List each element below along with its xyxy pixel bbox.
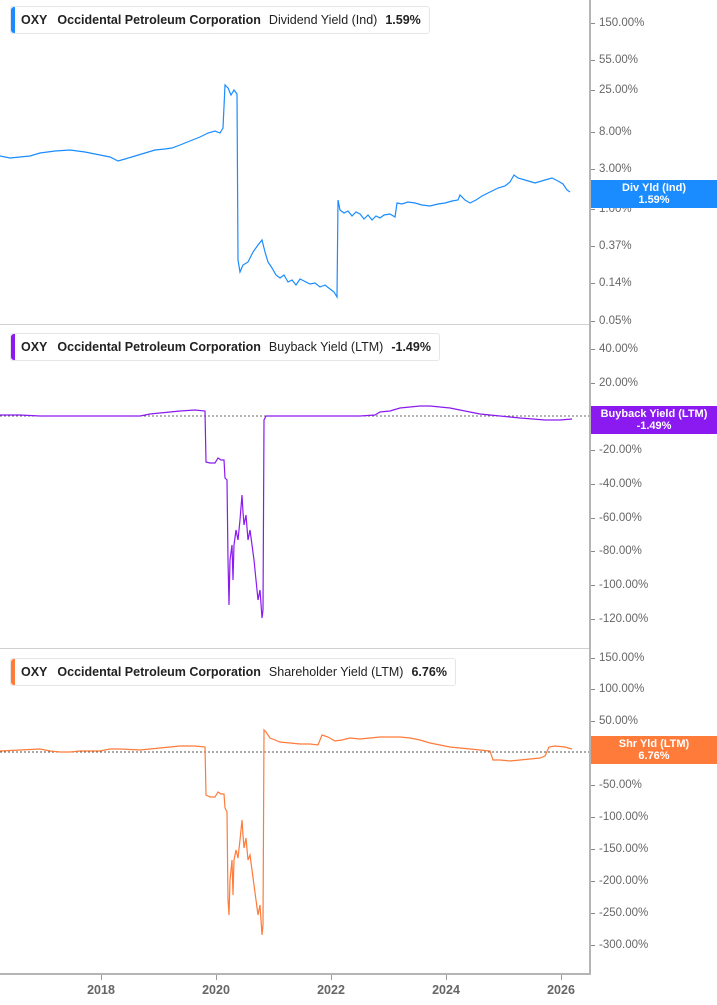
panel-separator: [0, 648, 589, 649]
ticker: OXY: [21, 13, 48, 27]
y-tick: -300.00%: [591, 939, 648, 951]
dividend-yield-tag: Div Yld (Ind) 1.59%: [591, 180, 717, 208]
x-tick-label: 2026: [547, 983, 575, 997]
x-tick-mark: [331, 975, 332, 980]
y-tick: 0.14%: [591, 277, 632, 289]
shareholder-yield-panel: OXY Occidental Petroleum Corporation Sha…: [10, 652, 717, 951]
x-tick-label: 2020: [202, 983, 230, 997]
shareholder-yield-tag: Shr Yld (LTM) 6.76%: [591, 736, 717, 764]
y-tick: -80.00%: [591, 545, 642, 557]
y-tick: 150.00%: [591, 652, 644, 664]
y-tick: 8.00%: [591, 126, 632, 138]
dividend-yield-line: [0, 83, 571, 300]
tag-value: -1.49%: [636, 420, 672, 432]
dividend-yield-panel: OXY Occidental Petroleum Corporation Div…: [0, 0, 717, 327]
y-tick: -20.00%: [591, 444, 642, 456]
tag-value: 6.76%: [638, 750, 670, 762]
y-tick: -250.00%: [591, 907, 648, 919]
y-tick: 3.00%: [591, 163, 632, 175]
metric-name: Shareholder Yield (LTM): [268, 665, 404, 679]
panel-separator: [0, 324, 589, 325]
y-tick: 100.00%: [591, 683, 644, 695]
series-color-bar: [11, 659, 15, 685]
x-tick-mark: [446, 975, 447, 980]
series-color-bar: [11, 334, 15, 360]
company-name: Occidental Petroleum Corporation: [57, 665, 261, 679]
y-tick: -40.00%: [591, 478, 642, 490]
y-tick: -150.00%: [591, 843, 648, 855]
metric-name: Buyback Yield (LTM): [268, 340, 384, 354]
metric-value: -1.49%: [391, 340, 431, 354]
y-tick: -50.00%: [591, 779, 642, 791]
x-axis-line: [0, 973, 591, 975]
x-tick-label: 2018: [87, 983, 115, 997]
x-tick-label: 2024: [432, 983, 460, 997]
tag-label: Shr Yld (LTM): [618, 738, 690, 750]
y-tick: 40.00%: [591, 343, 638, 355]
y-tick: -200.00%: [591, 875, 648, 887]
metric-value: 1.59%: [385, 13, 421, 27]
y-tick: 150.00%: [591, 17, 644, 29]
tag-label: Buyback Yield (LTM): [600, 408, 708, 420]
x-tick-mark: [101, 975, 102, 980]
y-axis-line: [589, 0, 591, 975]
metric-name: Dividend Yield (Ind): [268, 13, 378, 27]
y-tick: -100.00%: [591, 579, 648, 591]
company-name: Occidental Petroleum Corporation: [57, 340, 261, 354]
metric-value: 6.76%: [411, 665, 447, 679]
buyback-yield-panel: OXY Occidental Petroleum Corporation Buy…: [10, 333, 717, 625]
y-tick: -100.00%: [591, 811, 648, 823]
dividend-yield-legend[interactable]: OXY Occidental Petroleum Corporation Div…: [10, 6, 430, 34]
ticker: OXY: [21, 340, 48, 354]
tag-label: Div Yld (Ind): [622, 182, 686, 194]
x-tick-mark: [561, 975, 562, 980]
x-tick-label: 2022: [317, 983, 345, 997]
company-name: Occidental Petroleum Corporation: [57, 13, 261, 27]
y-tick: 25.00%: [591, 84, 638, 96]
tag-value: 1.59%: [638, 194, 670, 206]
y-tick: -120.00%: [591, 613, 648, 625]
y-tick: 20.00%: [591, 377, 638, 389]
y-tick: -60.00%: [591, 512, 642, 524]
buyback-yield-tag: Buyback Yield (LTM) -1.49%: [591, 406, 717, 434]
y-tick: 0.37%: [591, 240, 632, 252]
y-tick: 55.00%: [591, 54, 638, 66]
chart-lines: [0, 83, 589, 936]
ticker: OXY: [21, 665, 48, 679]
y-tick: 50.00%: [591, 715, 638, 727]
buyback-yield-legend[interactable]: OXY Occidental Petroleum Corporation Buy…: [10, 333, 440, 361]
shareholder-yield-line: [0, 728, 573, 936]
x-tick-mark: [216, 975, 217, 980]
buyback-yield-line: [0, 405, 573, 619]
series-color-bar: [11, 7, 15, 33]
shareholder-yield-legend[interactable]: OXY Occidental Petroleum Corporation Sha…: [10, 658, 456, 686]
y-tick: 0.05%: [591, 315, 632, 327]
